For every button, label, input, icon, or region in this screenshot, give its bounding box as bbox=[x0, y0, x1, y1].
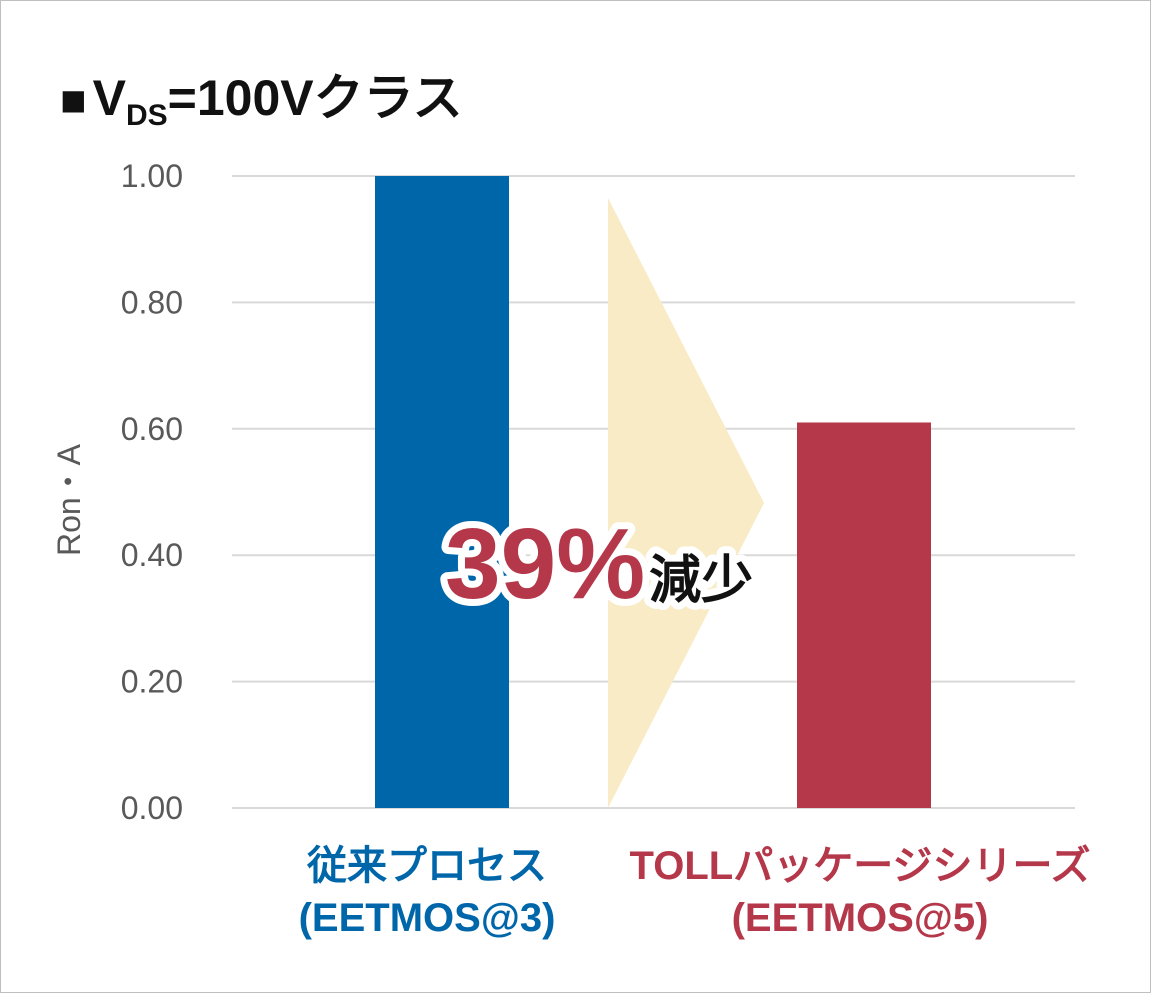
reduction-value: 39% bbox=[445, 508, 645, 620]
reduction-annotation: 39%減少 bbox=[445, 508, 753, 620]
category-label-1: TOLLパッケージシリーズ (EETMOS@5) bbox=[580, 840, 1140, 944]
bar-0 bbox=[375, 176, 509, 808]
y-tick-label-4: 0.80 bbox=[121, 284, 183, 320]
y-tick-label-0: 0.00 bbox=[121, 790, 183, 826]
title-square: ■ bbox=[60, 76, 87, 125]
reduction-text: 減少 bbox=[649, 552, 753, 610]
title-subscript: DS bbox=[125, 99, 168, 132]
y-tick-label-5: 1.00 bbox=[121, 158, 183, 194]
y-tick-label-1: 0.20 bbox=[121, 664, 183, 700]
category-label-0-line1: 従来プロセス bbox=[307, 844, 547, 888]
bar-1 bbox=[797, 422, 931, 808]
category-label-1-line2: (EETMOS@5) bbox=[731, 896, 989, 940]
title-rest: =100Vクラス bbox=[167, 70, 463, 126]
category-label-0-line2: (EETMOS@3) bbox=[298, 896, 556, 940]
category-label-0: 従来プロセス (EETMOS@3) bbox=[262, 840, 592, 944]
category-label-1-line1: TOLLパッケージシリーズ bbox=[629, 844, 1091, 888]
chart-title: ■ VDS=100Vクラス bbox=[60, 58, 463, 138]
title-v: V bbox=[92, 70, 126, 126]
y-axis-label: Ron・A bbox=[51, 443, 87, 556]
y-tick-label-2: 0.40 bbox=[121, 537, 183, 573]
reduction-arrow bbox=[608, 198, 764, 808]
y-tick-label-3: 0.60 bbox=[121, 411, 183, 447]
